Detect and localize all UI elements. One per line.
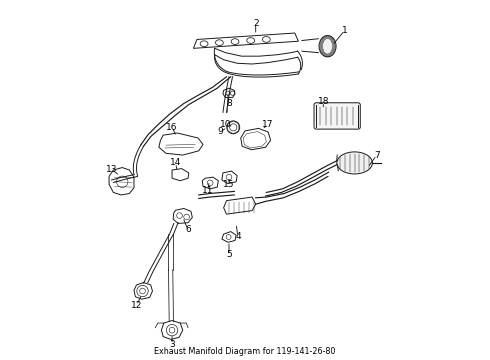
Text: 6: 6 — [185, 225, 191, 234]
Text: 7: 7 — [374, 150, 380, 159]
Text: 18: 18 — [318, 97, 329, 106]
Text: 17: 17 — [262, 120, 274, 129]
Text: Exhaust Manifold Diagram for 119-141-26-80: Exhaust Manifold Diagram for 119-141-26-… — [154, 347, 336, 356]
Text: 13: 13 — [106, 165, 117, 174]
Text: 4: 4 — [235, 233, 241, 242]
Text: 1: 1 — [342, 26, 347, 35]
Text: 10: 10 — [220, 120, 232, 129]
Ellipse shape — [337, 152, 372, 174]
Text: 16: 16 — [166, 123, 178, 132]
Text: 15: 15 — [223, 180, 235, 189]
Ellipse shape — [319, 36, 336, 57]
Text: 14: 14 — [170, 158, 181, 167]
Text: 12: 12 — [131, 301, 142, 310]
Text: 2: 2 — [253, 19, 259, 28]
FancyBboxPatch shape — [314, 103, 360, 129]
Text: 5: 5 — [226, 250, 232, 259]
Text: 9: 9 — [217, 127, 223, 136]
Text: 8: 8 — [226, 99, 232, 108]
Text: 11: 11 — [202, 186, 213, 195]
Text: 3: 3 — [169, 340, 175, 349]
